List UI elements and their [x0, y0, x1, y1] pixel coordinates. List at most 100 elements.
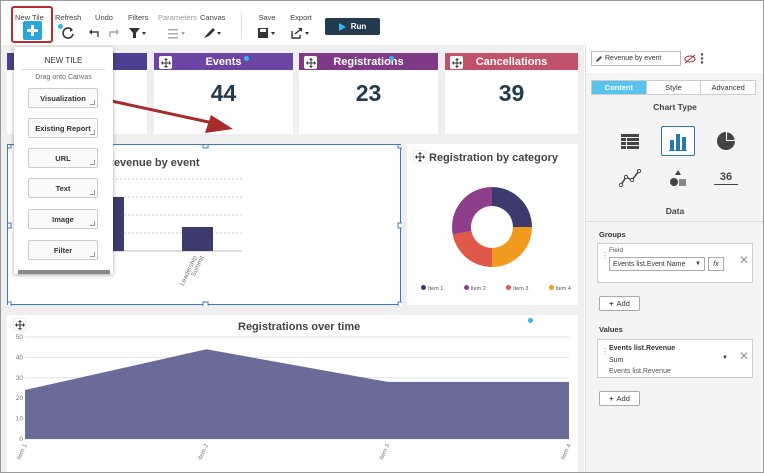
run-button[interactable]: Run — [325, 18, 380, 35]
area-ytick-label: 50 — [16, 334, 24, 341]
table-chart-icon[interactable] — [613, 126, 647, 156]
move-icon[interactable] — [159, 56, 172, 69]
data-title: Data — [665, 206, 685, 216]
popup-scrollbar[interactable] — [18, 270, 110, 274]
tab-style[interactable]: Style — [647, 81, 702, 94]
scatter-chart-icon[interactable] — [661, 163, 695, 193]
canvas-label: Canvas — [200, 13, 226, 22]
kpi-cancellations-value: 39 — [498, 80, 525, 106]
refresh-icon[interactable] — [61, 26, 75, 40]
popup-subtitle: Drag onto Canvas — [35, 74, 92, 81]
plus-icon: + — [609, 394, 614, 403]
popup-item-text[interactable]: Text — [28, 178, 98, 198]
kpi-registrations-title: Registrations — [333, 55, 404, 68]
kpi-icon-underline — [714, 184, 738, 185]
parameters-label: Parameters — [158, 13, 197, 22]
parameters-group: Parameters — [158, 13, 197, 41]
popup-item-visualization[interactable]: Visualization — [28, 88, 98, 108]
events-dot — [244, 56, 249, 61]
add-value-label: Add — [616, 394, 630, 403]
undo-label: Undo — [95, 13, 113, 22]
filter-icon[interactable] — [128, 27, 148, 39]
popup-item-image[interactable]: Image — [28, 209, 98, 229]
donut-chart-tile[interactable]: Registration by category Item 1 Item 2 I… — [407, 144, 578, 305]
refresh-label: Refresh — [55, 13, 82, 22]
drag-handle-icon[interactable]: ⋮ — [601, 251, 609, 260]
kpi-chart-icon[interactable]: 36 — [709, 163, 743, 193]
move-icon[interactable] — [450, 56, 463, 69]
save-label: Save — [258, 13, 276, 22]
chart-type-title: Chart Type — [653, 102, 697, 112]
pie-chart-icon[interactable] — [709, 126, 743, 156]
bar-1[interactable] — [112, 197, 124, 251]
undo-icon[interactable] — [88, 27, 100, 39]
legend-item-2: Item 2 — [463, 285, 486, 292]
value-title: Events list.Revenue — [609, 345, 676, 352]
kpi-icon-number: 36 — [719, 171, 733, 183]
new-tile-popup: NEW TILE Drag onto Canvas Visualization … — [14, 47, 113, 274]
line-chart-icon[interactable] — [613, 163, 647, 193]
new-tile-label: New Tile — [15, 13, 44, 22]
more-options-icon[interactable] — [700, 53, 704, 64]
parameters-icon — [168, 29, 186, 39]
popup-item-filter[interactable]: Filter — [28, 240, 98, 260]
add-value-button[interactable]: + Add — [599, 391, 640, 406]
popup-title: NEW TILE — [44, 56, 83, 65]
kpi-cancellations-header: Cancellations — [445, 53, 578, 70]
new-tile-button[interactable] — [23, 21, 42, 40]
group-field-card: ⋮ Field Events list.Event Name ▼ fx ✕ — [597, 243, 753, 283]
popup-item-existing-report[interactable]: Existing Report — [28, 118, 98, 138]
remove-group-icon[interactable]: ✕ — [738, 253, 749, 267]
properties-panel: Revenue by event Content Style Advanced … — [585, 45, 763, 472]
group-field-select[interactable]: Events list.Event Name ▼ — [609, 257, 705, 271]
selection-handles[interactable] — [8, 145, 402, 306]
kpi-events-header: Events — [154, 53, 293, 70]
bar-2[interactable] — [182, 227, 213, 251]
drag-arrow — [92, 95, 233, 133]
hide-icon[interactable] — [684, 54, 696, 64]
value-aggregation[interactable]: Sum — [609, 357, 624, 364]
area-ytick-label: 30 — [16, 375, 24, 382]
donut-slice-2[interactable] — [492, 227, 532, 267]
area-dot — [528, 318, 533, 323]
donut-slice-1[interactable] — [492, 187, 532, 227]
tab-content[interactable]: Content — [592, 81, 647, 94]
field-label: Field — [609, 247, 624, 254]
kpi-tile-cancellations[interactable]: Cancellations 39 — [445, 53, 578, 134]
area-series[interactable] — [25, 349, 569, 439]
popup-item-url[interactable]: URL — [28, 148, 98, 168]
group-field-value: Events list.Event Name — [613, 260, 686, 268]
kpi-tile-events[interactable]: Events 44 — [154, 53, 293, 134]
refresh-indicator-dot — [58, 24, 63, 29]
add-group-button[interactable]: + Add — [599, 296, 640, 311]
area-chart-tile[interactable]: Registrations over time 0 10 20 30 40 50 Item … — [7, 315, 578, 472]
refresh-group: Refresh — [55, 13, 81, 41]
tab-advanced[interactable]: Advanced — [711, 83, 745, 92]
donut-slice-3[interactable] — [452, 230, 492, 267]
remove-value-icon[interactable]: ✕ — [738, 349, 749, 363]
dashboard-canvas[interactable]: Events 44 Registrations 23 Cancellations — [1, 45, 584, 472]
move-icon[interactable] — [13, 318, 26, 331]
paintbrush-icon[interactable] — [203, 27, 223, 39]
fx-button[interactable]: fx — [708, 257, 724, 271]
redo-icon[interactable] — [108, 27, 120, 39]
kpi-events-value: 44 — [210, 80, 237, 106]
chevron-down-icon: ▼ — [695, 261, 701, 267]
chevron-down-icon[interactable]: ▼ — [722, 355, 728, 361]
save-group: Save — [257, 13, 277, 41]
play-icon — [338, 22, 346, 31]
export-icon[interactable] — [290, 27, 312, 39]
bar-chart-title: Revenue by event — [106, 157, 200, 169]
bar-chart-icon[interactable] — [661, 126, 695, 156]
add-group-label: Add — [616, 299, 630, 308]
move-icon[interactable] — [413, 150, 426, 163]
tile-name-field[interactable]: Revenue by event — [591, 51, 681, 66]
legend-item-3: Item 3 — [506, 285, 528, 292]
move-icon[interactable] — [304, 56, 317, 69]
donut-slice-4[interactable] — [452, 187, 492, 235]
save-icon[interactable] — [257, 27, 277, 39]
donut-legend: Item 1 Item 2 Item 3 Item 4 — [421, 285, 571, 292]
drag-handle-icon[interactable]: ⋮ — [601, 347, 609, 356]
kpi-tile-registrations[interactable]: Registrations 23 — [299, 53, 438, 134]
